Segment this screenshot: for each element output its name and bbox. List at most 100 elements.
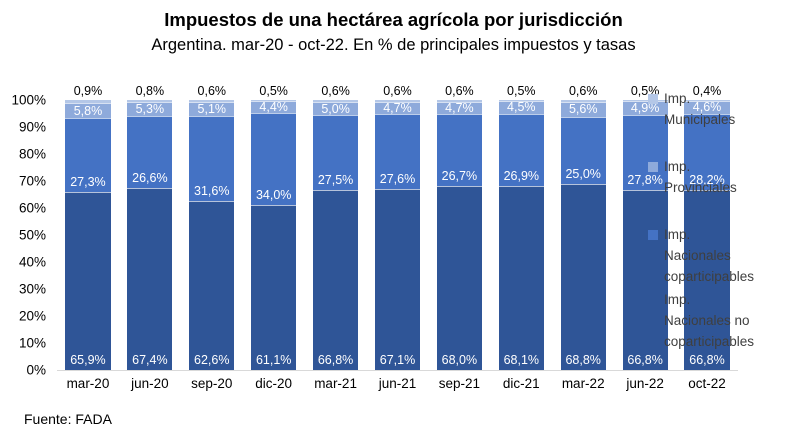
bar-slot-sep-21: 0,6% 4,7% 26,7% 68,0% [428,84,490,370]
legend-label: Imp. Provinciales [664,159,737,195]
data-label: 27,6% [379,171,416,186]
y-tick-label: 0% [26,362,46,378]
bar-segment: 66,8% [312,189,359,370]
bar-segment [622,100,668,102]
data-label: 5,1% [197,101,227,116]
bar-slot-mar-20: 0,9% 5,8% 27,3% 65,9% [57,84,119,370]
stacked-bar-mar-21: 0,6% 5,0% 27,5% 66,8% [312,84,359,370]
x-tick-label: dic-21 [502,376,540,391]
legend-item-2: Imp. Provinciales [648,156,784,198]
data-label-outside: 0,6% [568,84,598,98]
bar-segment: 62,6% [189,200,235,370]
bar-segment: 66,8% [684,189,730,370]
data-label: 4,9% [630,100,660,115]
data-label: 65,9% [70,353,106,367]
bar-segment: 34,0% [251,113,297,206]
x-tick-label: jun-21 [378,376,417,391]
legend: Imp. Municipales Imp. Provinciales Imp. Nacio… [648,88,784,352]
stacked-bar-dic-21: 0,5% 4,5% 26,9% 68,1% [498,84,544,370]
chart-title: Impuestos de una hectárea agrícola por j… [164,9,623,30]
bar-segment: 27,8% [622,114,668,190]
data-label: 62,6% [194,353,230,367]
data-label: 68,8% [565,353,601,367]
legend-swatch-icon [648,295,658,305]
data-label: 4,4% [259,100,288,115]
data-label: 27,8% [627,172,663,187]
chart-subtitle: Argentina. mar-20 - oct-22. En % de prin… [151,36,636,54]
stacked-bar-dic-20: 0,5% 4,4% 34,0% 61,1% [251,84,297,370]
data-label-outside: 0,6% [445,84,474,98]
bar-segment: 4,9% [622,100,668,115]
data-label: 5,0% [321,101,350,116]
x-tick-label: mar-22 [561,376,605,391]
data-label: 5,8% [73,103,103,118]
data-label: 28,2% [689,172,725,187]
data-label-outside: 0,8% [135,84,165,98]
bar-segment: 66,8% [622,189,668,370]
bar-slot-sep-20: 0,6% 5,1% 31,6% 62,6% [181,84,243,370]
x-tick-label: jun-20 [131,376,169,391]
bar-segment [189,100,235,102]
stacked-bar-jun-20: 0,8% 5,3% 26,6% 67,4% [127,84,173,370]
x-tick-label: mar-21 [314,376,357,391]
data-label: 67,1% [379,353,416,367]
y-tick-label: 80% [18,146,46,162]
x-tick-label: dic-20 [255,376,293,391]
bar-segment: 25,0% [560,116,606,185]
data-label: 26,7% [441,169,478,184]
bar-segment: 5,0% [312,101,359,116]
legend-swatch-icon [648,162,658,172]
bar-segment [127,100,173,103]
y-tick-label: 30% [18,281,46,297]
bar-segment: 67,1% [374,188,421,370]
data-label: 66,8% [689,353,725,367]
bar-segment: 68,0% [436,186,482,370]
legend-swatch-icon [648,94,658,104]
legend-item-3: Imp. Nacionales coparticipables [648,224,784,287]
bar-slot-mar-22: 0,6% 5,6% 25,0% 68,8% [552,84,614,370]
y-tick-label: 100% [11,92,46,108]
x-tick-label: mar-20 [66,376,110,391]
y-tick-label: 90% [18,119,46,135]
data-label-outside: 0,4% [692,84,722,98]
bar-segment [498,100,544,102]
data-label: 68,0% [441,353,478,367]
x-tick-label: sep-21 [438,376,481,391]
bar-segment: 4,7% [436,100,482,115]
data-label: 61,1% [255,353,292,367]
data-label-outside: 0,5% [259,84,288,98]
y-axis: 100% 90% 80% 70% 60% 50% 40% 30% 20% 10% 0% [0,93,50,378]
data-label: 66,8% [627,353,663,367]
bar-segment [374,100,421,102]
bar-slot-oct-22: 0,4% 4,6% 28,2% 66,8% [676,84,738,370]
bar-segment [312,100,359,102]
data-label-outside: 0,9% [73,84,103,98]
data-label: 4,7% [445,100,474,115]
bar-segment: 68,1% [498,186,544,370]
data-label-outside: 0,5% [507,84,536,98]
legend-item-1: Imp. Municipales [648,88,784,130]
bar-segment: 5,8% [65,102,111,119]
data-label: 5,6% [568,102,598,117]
bar-segment: 31,6% [189,115,235,201]
legend-item-4: Imp. Nacionales no coparticipables [648,289,784,352]
data-label-outside: 0,6% [197,84,227,98]
data-label: 27,3% [70,175,106,190]
data-label-outside: 0,6% [383,84,412,98]
data-label: 34,0% [255,188,292,203]
source-note: Fuente: FADA [24,411,112,427]
stacked-bar-sep-21: 0,6% 4,7% 26,7% 68,0% [436,84,482,370]
stacked-bar-sep-20: 0,6% 5,1% 31,6% 62,6% [189,84,235,370]
bar-segment: 4,6% [684,100,730,114]
data-label: 4,7% [383,100,412,115]
data-label: 26,9% [503,169,540,184]
bar-segment: 67,4% [127,188,173,370]
bar-segment [560,100,606,102]
bar-segment: 26,9% [498,113,544,187]
data-label: 68,1% [503,353,540,367]
data-label: 67,4% [132,353,168,367]
x-tick-label: oct-22 [688,376,726,391]
bar-slot-dic-20: 0,5% 4,4% 34,0% 61,1% [243,84,305,370]
y-tick-label: 10% [18,335,46,351]
